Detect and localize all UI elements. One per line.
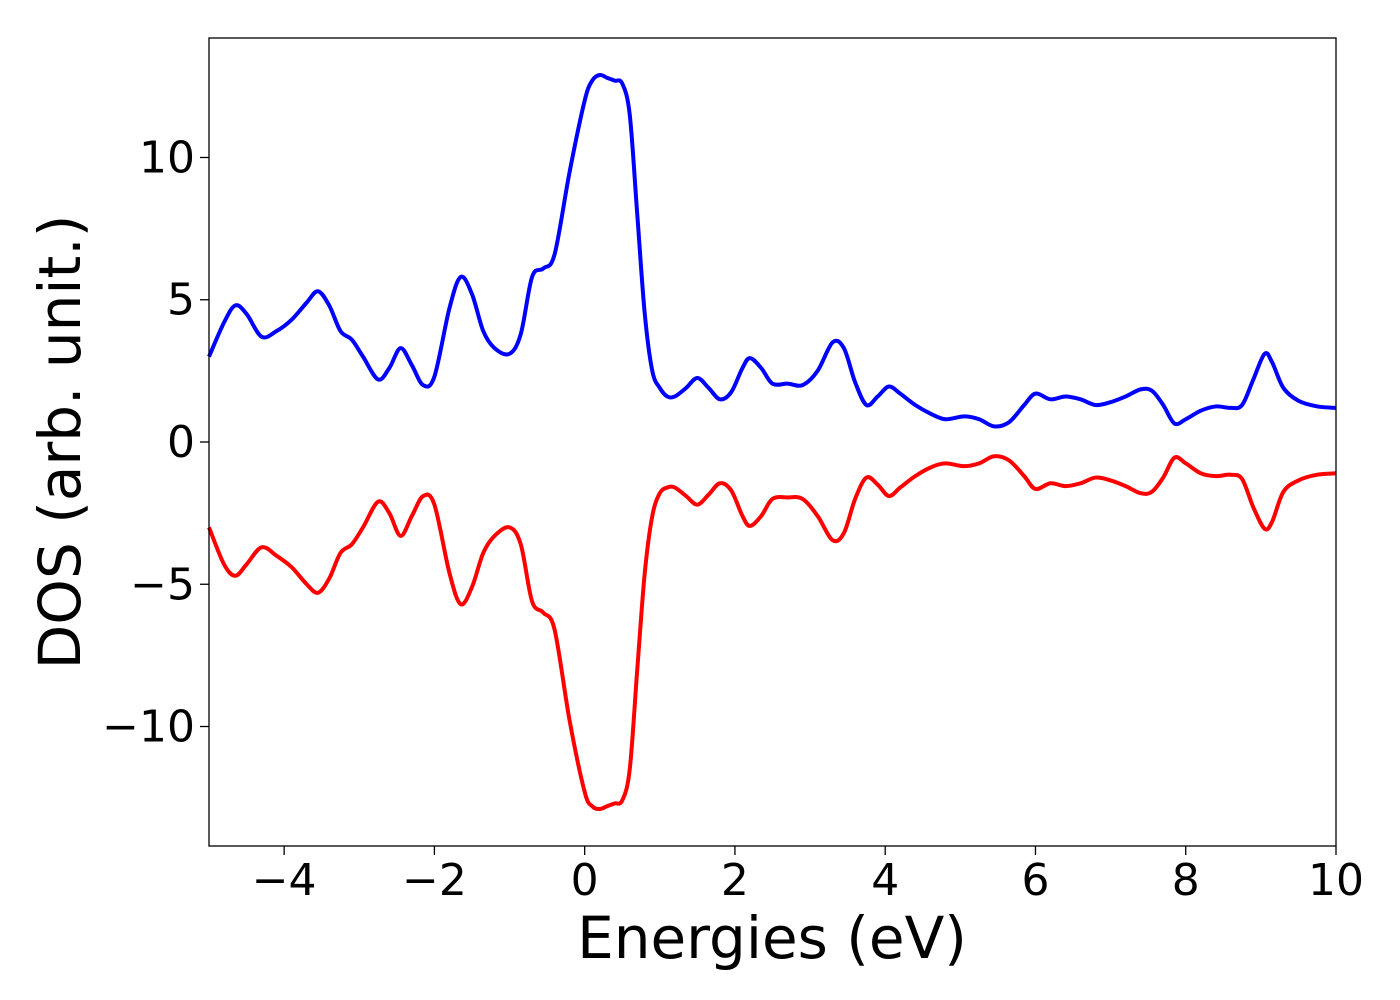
y-tick-label: 0 xyxy=(167,417,195,468)
x-tick-label: 8 xyxy=(1172,855,1200,906)
series-line-1 xyxy=(207,72,1337,429)
y-tick-label: 5 xyxy=(167,275,195,326)
x-tick-label: −4 xyxy=(252,855,317,906)
x-tick-label: 6 xyxy=(1021,855,1049,906)
plot-background xyxy=(209,38,1336,846)
x-axis-label: Energies (eV) xyxy=(577,904,967,972)
x-tick-label: −2 xyxy=(402,855,467,906)
x-tick-label: 0 xyxy=(571,855,599,906)
series-layer xyxy=(207,72,1337,812)
y-axis-ticks: −10 −5 0 5 10 xyxy=(102,132,209,753)
x-tick-label: 10 xyxy=(1308,855,1364,906)
x-tick-label: 4 xyxy=(871,855,899,906)
series-line-2 xyxy=(207,454,1337,812)
x-tick-label: 2 xyxy=(721,855,749,906)
x-axis-ticks: −4 −2 0 2 4 6 8 10 xyxy=(252,846,1364,906)
y-tick-label: 10 xyxy=(139,132,195,183)
y-axis-label: DOS (arb. unit.) xyxy=(26,215,94,670)
y-tick-label: −10 xyxy=(102,702,195,753)
y-tick-label: −5 xyxy=(130,559,195,610)
